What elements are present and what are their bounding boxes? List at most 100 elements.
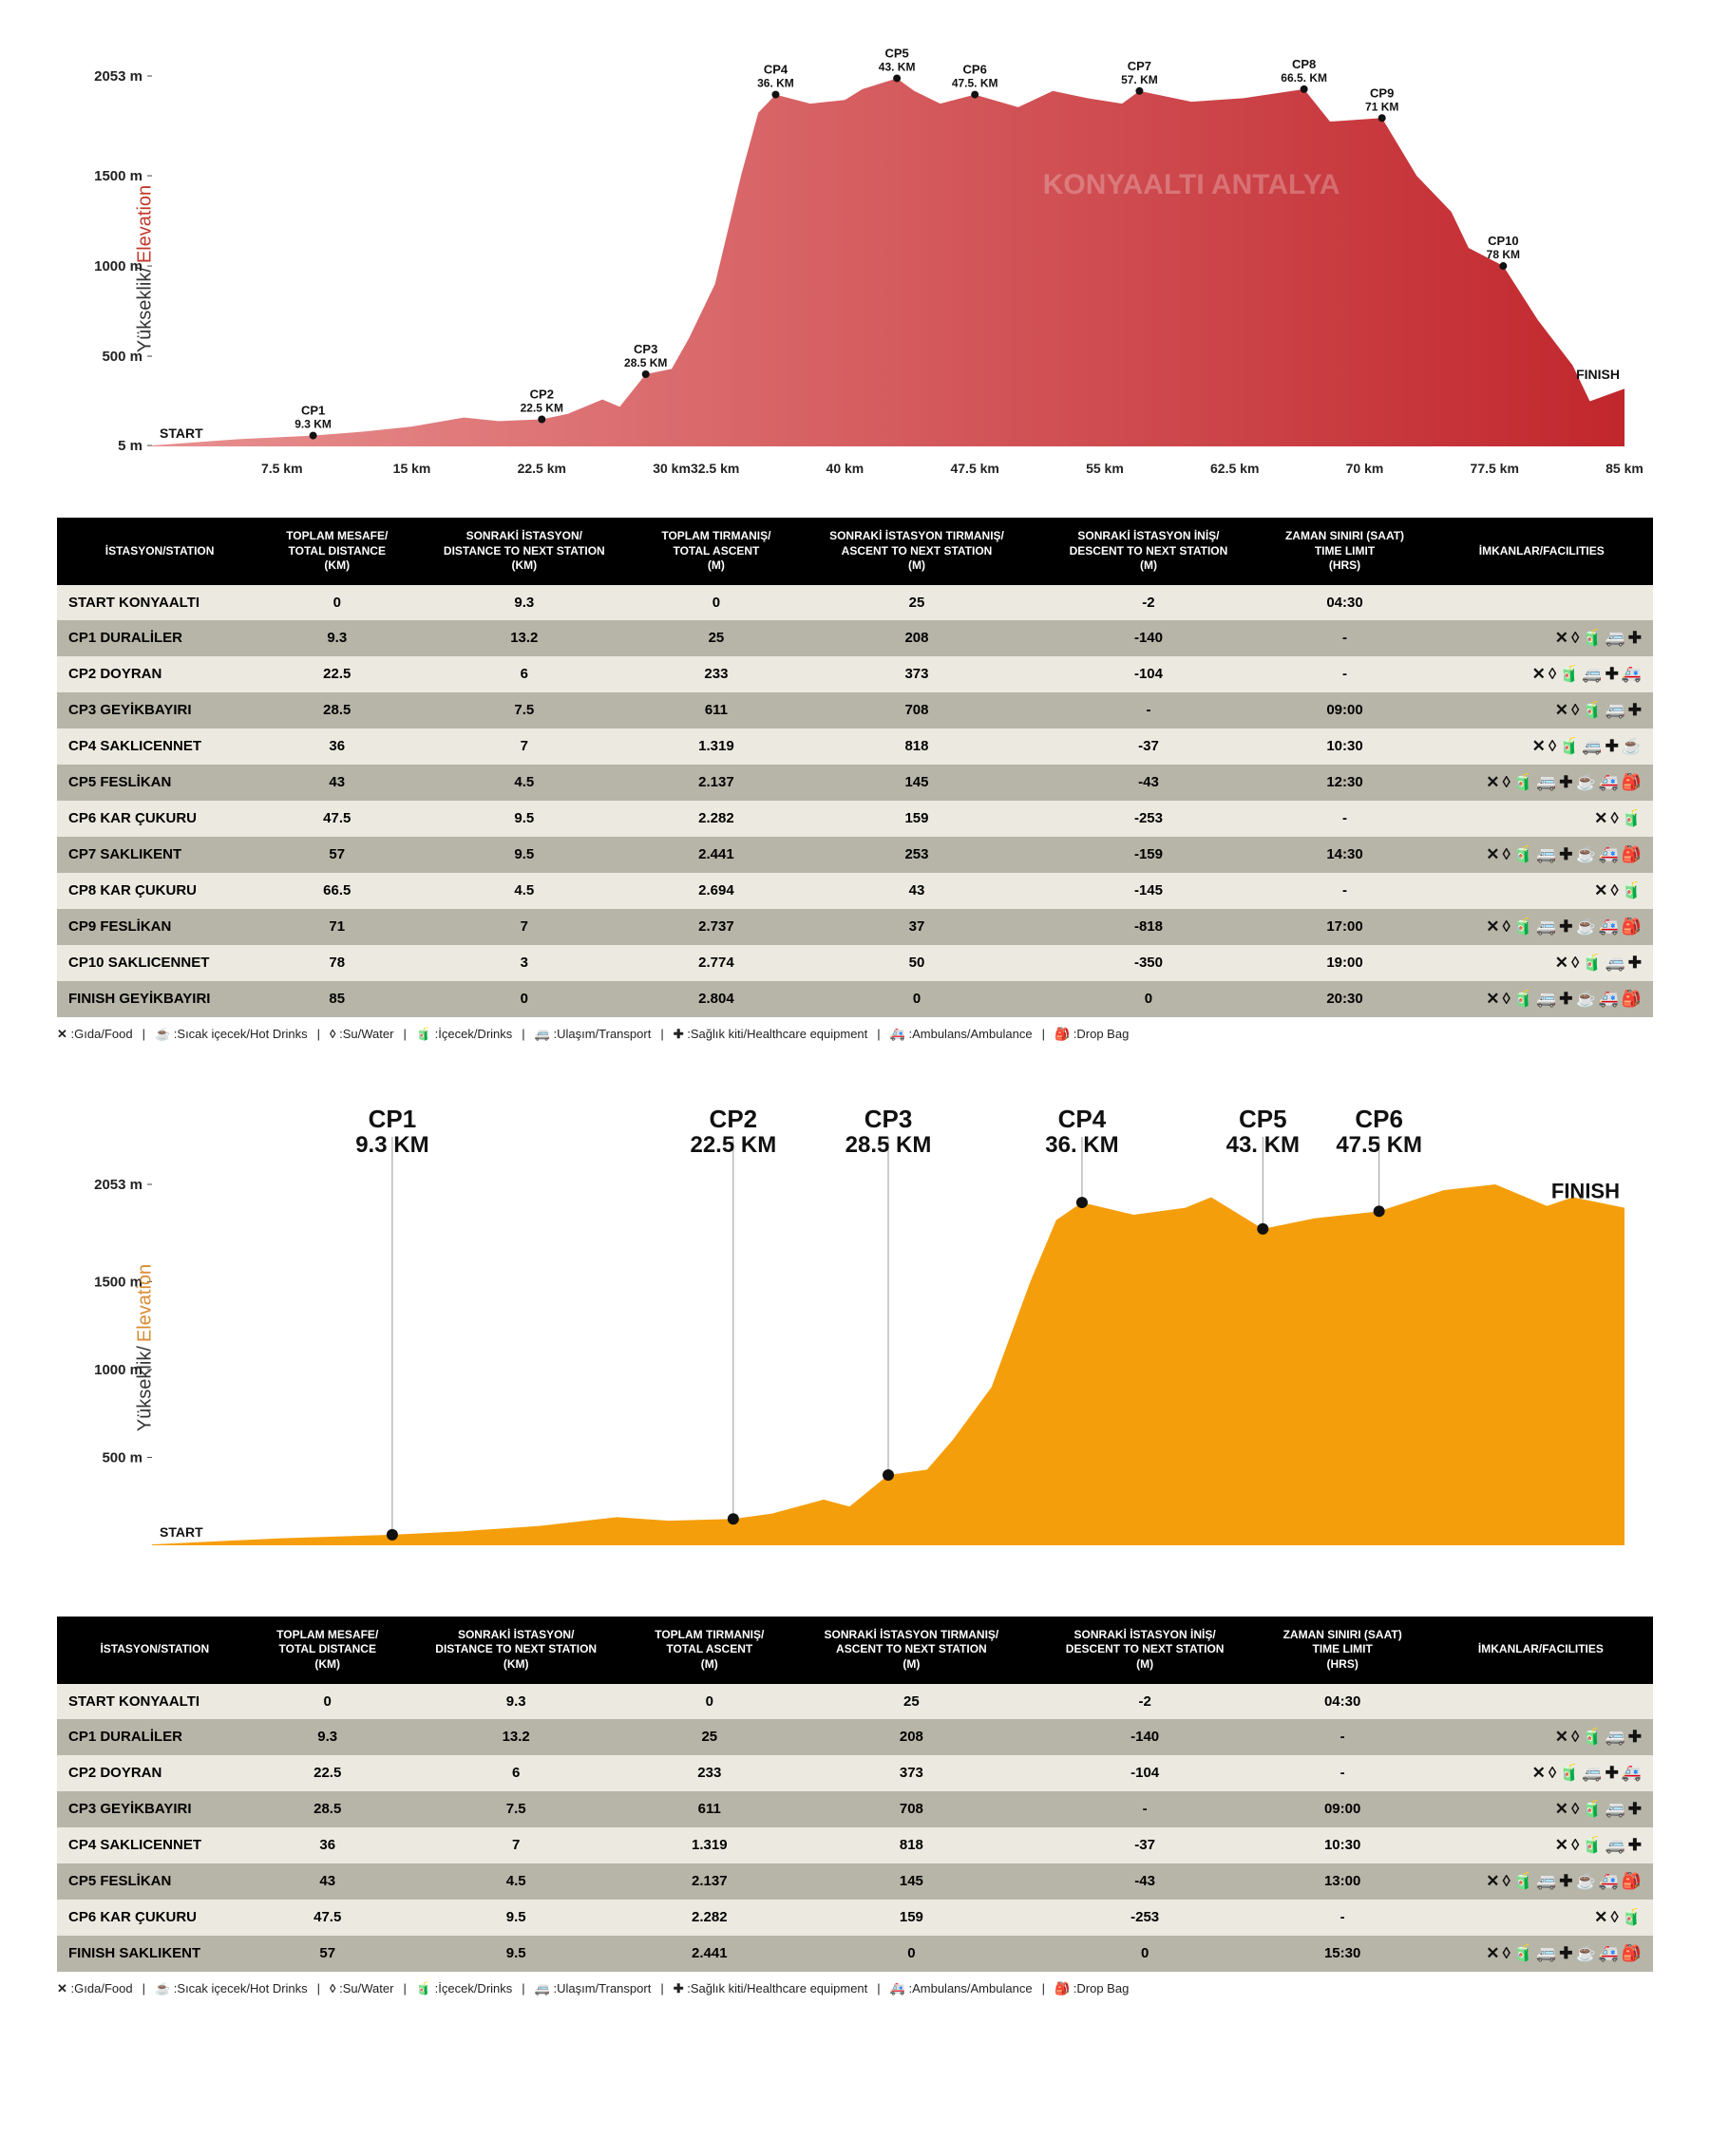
- facilities-icons: ✕◊🧃🚐✚: [1555, 1729, 1642, 1745]
- facilities-icons: ✕◊🧃🚐✚☕🚑🎒: [1486, 918, 1642, 935]
- ambulance-icon: 🚑: [1599, 1945, 1619, 1961]
- svg-text:KONYAALTI ANTALYA: KONYAALTI ANTALYA: [1043, 169, 1340, 200]
- drinks-icon: 🧃: [1513, 918, 1533, 935]
- svg-text:FINISH: FINISH: [1551, 1179, 1620, 1202]
- svg-text:CP5: CP5: [1239, 1105, 1287, 1133]
- cell: 7: [411, 909, 636, 945]
- svg-text:FINISH: FINISH: [1576, 367, 1620, 382]
- legend-item: ✚ :Sağlık kiti/Healthcare equipment: [674, 1981, 868, 1996]
- cell: 2.282: [636, 801, 795, 837]
- food-icon: ✕: [1486, 1873, 1499, 1889]
- svg-text:28.5 KM: 28.5 KM: [624, 356, 667, 369]
- facilities-cell: ✕◊🧃🚐✚☕🚑🎒: [1429, 1936, 1653, 1972]
- cell: 0: [789, 1936, 1034, 1972]
- legend-sep: |: [660, 1027, 663, 1041]
- svg-text:47.5. KM: 47.5. KM: [952, 77, 998, 90]
- cell: 373: [796, 656, 1038, 692]
- legend-text: :Su/Water: [339, 1027, 393, 1041]
- cell: 818: [796, 728, 1038, 765]
- cell: 0: [1034, 1936, 1257, 1972]
- hot-icon: ☕: [1622, 738, 1642, 754]
- water-icon: ◊: [1548, 666, 1556, 682]
- cell: 28.5: [253, 1791, 403, 1827]
- cell: CP10 SAKLICENNET: [57, 945, 262, 981]
- cell: 7.5: [403, 1791, 630, 1827]
- cell: START KONYAALTI: [57, 1684, 253, 1719]
- cell: CP2 DOYRAN: [57, 656, 262, 692]
- svg-text:77.5 km: 77.5 km: [1471, 461, 1519, 476]
- water-icon: ◊: [1571, 630, 1579, 646]
- svg-text:CP6: CP6: [963, 63, 987, 77]
- cell: 17:00: [1260, 909, 1431, 945]
- legend-text: :Ulaşım/Transport: [553, 1027, 651, 1041]
- col-header: ZAMAN SINIRI (SAAT)TIME LIMIT(HRS): [1257, 1617, 1429, 1684]
- cell: 7.5: [411, 692, 636, 728]
- drinks-icon: 🧃: [416, 1981, 431, 1995]
- cell: 25: [789, 1684, 1034, 1719]
- cell: 04:30: [1257, 1684, 1429, 1719]
- cell: 25: [636, 620, 795, 656]
- col-header: SONRAKİ İSTASYON İNİŞ/DESCENT TO NEXT ST…: [1037, 518, 1259, 585]
- drinks-icon: 🧃: [1582, 630, 1602, 646]
- table-row: START KONYAALTI09.3025-204:30: [57, 585, 1653, 620]
- transport-icon: 🚐: [1606, 1837, 1625, 1853]
- cell: 9.3: [411, 585, 636, 620]
- table-row: CP6 KAR ÇUKURU47.59.52.282159-253-✕◊🧃: [57, 1900, 1653, 1936]
- ambulance-icon: 🚑: [1599, 991, 1619, 1007]
- health-icon: ✚: [1628, 1729, 1642, 1745]
- table-row: CP1 DURALİLER9.313.225208-140-✕◊🧃🚐✚: [57, 620, 1653, 656]
- cell: -140: [1034, 1719, 1257, 1755]
- svg-text:36. KM: 36. KM: [1045, 1132, 1118, 1158]
- svg-text:66.5. KM: 66.5. KM: [1281, 71, 1327, 85]
- cell: 708: [789, 1791, 1034, 1827]
- facilities-legend: ✕ :Gıda/Food|☕ :Sıcak içecek/Hot Drinks|…: [57, 1017, 1653, 1042]
- svg-text:15 km: 15 km: [393, 461, 431, 476]
- legend-sep: |: [403, 1027, 406, 1041]
- cell: 708: [796, 692, 1038, 728]
- cell: 253: [796, 837, 1038, 873]
- cell: 9.3: [262, 620, 411, 656]
- col-header: TOPLAM MESAFE/TOTAL DISTANCE(KM): [262, 518, 411, 585]
- cell: -: [1260, 873, 1431, 909]
- table-row: FINISH GEYİKBAYIRI8502.8040020:30✕◊🧃🚐✚☕🚑…: [57, 981, 1653, 1017]
- svg-text:CP1: CP1: [301, 404, 325, 418]
- cell: CP4 SAKLICENNET: [57, 1827, 253, 1863]
- facilities-cell: ✕◊🧃🚐✚: [1429, 1827, 1653, 1863]
- facilities-cell: ✕◊🧃🚐✚: [1429, 1719, 1653, 1755]
- facilities-cell: ✕◊🧃: [1429, 1900, 1653, 1936]
- legend-text: :Sağlık kiti/Healthcare equipment: [687, 1027, 867, 1041]
- col-header: SONRAKİ İSTASYON TIRMANIŞ/ASCENT TO NEXT…: [789, 1617, 1034, 1684]
- col-header: İMKANLAR/FACILITIES: [1429, 1617, 1653, 1684]
- cell: CP6 KAR ÇUKURU: [57, 1900, 253, 1936]
- food-icon: ✕: [1486, 918, 1499, 935]
- health-icon: ✚: [674, 1027, 684, 1041]
- food-icon: ✕: [1486, 774, 1499, 790]
- facilities-icons: ✕◊🧃: [1594, 1909, 1642, 1925]
- cell: 0: [630, 1684, 789, 1719]
- drinks-icon: 🧃: [1513, 846, 1533, 862]
- drinks-icon: 🧃: [1513, 1945, 1533, 1961]
- legend-sep: |: [142, 1981, 145, 1995]
- cell: 14:30: [1260, 837, 1431, 873]
- hot-icon: ☕: [155, 1027, 170, 1041]
- svg-text:CP8: CP8: [1292, 57, 1316, 71]
- cell: CP3 GEYİKBAYIRI: [57, 692, 262, 728]
- cell: CP3 GEYİKBAYIRI: [57, 1791, 253, 1827]
- cell: -2: [1034, 1684, 1257, 1719]
- col-header: TOPLAM TIRMANIŞ/TOTAL ASCENT(M): [636, 518, 795, 585]
- food-icon: ✕: [1594, 882, 1607, 898]
- food-icon: ✕: [1555, 702, 1568, 718]
- cell: 37: [796, 909, 1038, 945]
- ambulance-icon: 🚑: [890, 1981, 905, 1995]
- cell: 36: [253, 1827, 403, 1863]
- cell: 2.774: [636, 945, 795, 981]
- cell: -37: [1037, 728, 1259, 765]
- drinks-icon: 🧃: [1582, 1729, 1602, 1745]
- cell: 47.5: [262, 801, 411, 837]
- facilities-icons: ✕◊🧃🚐✚: [1555, 955, 1642, 971]
- facilities-icons: ✕◊🧃🚐✚: [1555, 1801, 1642, 1817]
- svg-text:CP7: CP7: [1128, 59, 1151, 73]
- cell: 57: [262, 837, 411, 873]
- facilities-icons: ✕◊🧃🚐✚☕🚑🎒: [1486, 1873, 1642, 1889]
- cell: 85: [262, 981, 411, 1017]
